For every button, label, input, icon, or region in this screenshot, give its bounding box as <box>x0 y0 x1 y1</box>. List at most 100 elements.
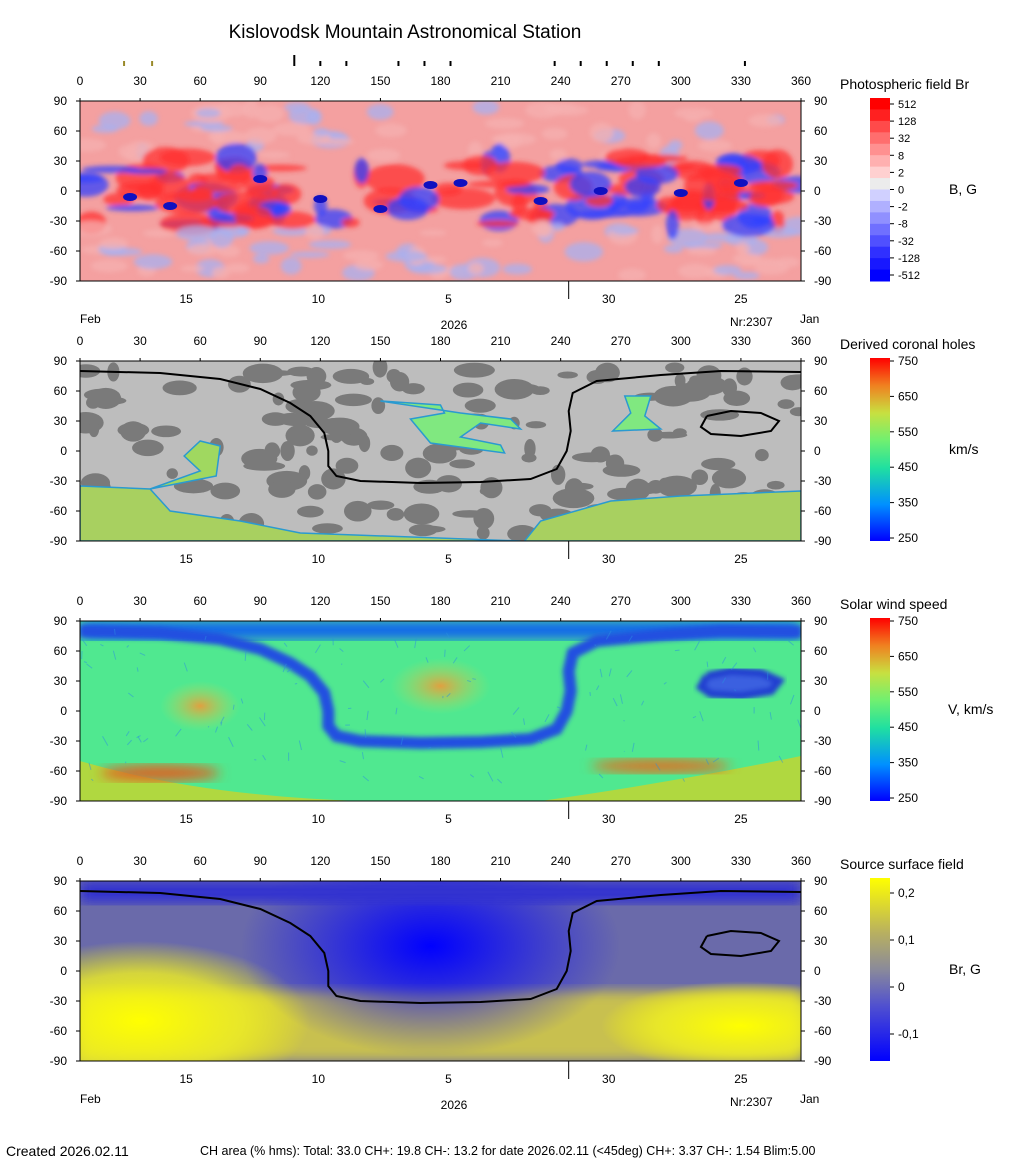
date-label-rotation: Nr:2307 <box>730 315 773 329</box>
colorbar-label: 650 <box>898 389 918 403</box>
field-patch <box>375 123 407 138</box>
streak <box>126 739 132 746</box>
grey-patch <box>320 433 359 441</box>
grey-patch <box>371 397 386 415</box>
lat-tick-label-right: 90 <box>814 354 828 368</box>
fast-wind-center <box>390 658 491 714</box>
streak <box>298 740 302 751</box>
field-patch <box>628 101 646 120</box>
colorbar-step <box>870 200 890 213</box>
streak <box>511 731 517 738</box>
streak <box>712 757 720 763</box>
lon-tick-label: 60 <box>193 74 207 88</box>
streak <box>394 639 399 648</box>
streak <box>215 726 219 733</box>
colorbar-label: 0,1 <box>898 933 915 947</box>
lon-tick-label: 210 <box>491 594 511 608</box>
colorbar-label: -512 <box>898 270 920 282</box>
colorbar-step <box>870 212 890 225</box>
wind-streaks <box>81 628 801 784</box>
streak <box>240 698 244 704</box>
neutral-line <box>80 889 801 1005</box>
field-patch <box>467 262 484 275</box>
field-patch <box>484 161 545 184</box>
coronal-hole-south-west <box>80 485 521 541</box>
date-label-year: 2026 <box>441 318 468 332</box>
date-label-rotation: Nr:2307 <box>730 1095 773 1109</box>
lat-tick-label-left: 30 <box>54 674 68 688</box>
grey-patch <box>242 363 284 384</box>
panel-unit-photo: B, G <box>949 181 977 197</box>
grey-patch <box>335 457 359 474</box>
lat-tick-label-left: 30 <box>54 414 68 428</box>
field-patch <box>482 239 503 247</box>
lat-tick-label-right: -30 <box>814 994 832 1008</box>
streak <box>512 707 520 715</box>
field-patch <box>354 157 369 184</box>
coronal-hole-north-east <box>610 395 663 432</box>
grey-patch <box>312 523 343 534</box>
colorbar-step <box>870 189 890 202</box>
grey-patch <box>602 464 641 477</box>
streak <box>608 668 612 677</box>
streak <box>126 645 130 648</box>
grey-patch <box>780 375 801 391</box>
streak <box>445 632 451 639</box>
streak <box>544 714 550 723</box>
grey-patch <box>83 388 121 402</box>
streak <box>283 642 288 647</box>
date-tick-label: 30 <box>602 552 616 566</box>
colorbar-label: 350 <box>898 496 918 510</box>
field-patch <box>462 155 498 176</box>
fast-wind-south-west <box>80 761 361 801</box>
lon-tick-label: 360 <box>791 334 811 348</box>
lat-tick-label-left: -60 <box>50 1024 68 1038</box>
grey-patch <box>476 526 490 540</box>
field-patch <box>635 163 679 185</box>
grey-patch <box>268 480 296 498</box>
field-patch <box>419 229 447 236</box>
lat-tick-label-right: 0 <box>814 964 821 978</box>
footer-created: Created 2026.02.11 <box>6 1143 129 1159</box>
lon-tick-label: 150 <box>370 334 390 348</box>
field-patch <box>139 111 158 127</box>
lon-tick-label: 180 <box>430 334 450 348</box>
streak <box>789 694 795 705</box>
date-tick-label: 25 <box>734 292 748 306</box>
streak <box>127 692 134 698</box>
grey-patch <box>321 468 346 490</box>
colorbar-label: -2 <box>898 202 908 214</box>
field-patch <box>721 213 776 237</box>
lat-tick-label-right: 30 <box>814 414 828 428</box>
date-tick-label: 25 <box>734 1072 748 1086</box>
grey-patch <box>408 524 438 537</box>
colorbar-step <box>870 178 890 190</box>
streak <box>612 697 618 707</box>
grey-patch <box>755 449 769 462</box>
field-patch <box>549 148 567 161</box>
field-spot <box>673 189 688 197</box>
fast-wind-band-east <box>590 759 731 773</box>
colorbar-gradient <box>870 878 890 1061</box>
colorbar-step <box>870 223 890 236</box>
lat-tick-label-left: 90 <box>54 354 68 368</box>
field-patch <box>80 138 107 152</box>
colorbar-label: 450 <box>898 720 918 734</box>
date-tick-label: 30 <box>602 292 616 306</box>
streak <box>418 775 424 780</box>
grey-patch <box>264 442 280 458</box>
field-patch <box>467 141 483 160</box>
field-patch <box>687 247 717 256</box>
field-patch <box>366 148 401 162</box>
streak <box>626 670 633 678</box>
streak <box>125 731 130 737</box>
map-wind <box>80 621 801 801</box>
field-patch <box>738 259 760 267</box>
grey-patch <box>304 418 338 429</box>
date-tick-label: 10 <box>312 292 326 306</box>
grey-patch <box>686 375 728 396</box>
colorbar-photo: 512 128 32 8 2 0 -2 -8 -32 -128 -512 <box>870 98 920 282</box>
field-patch <box>227 164 251 184</box>
